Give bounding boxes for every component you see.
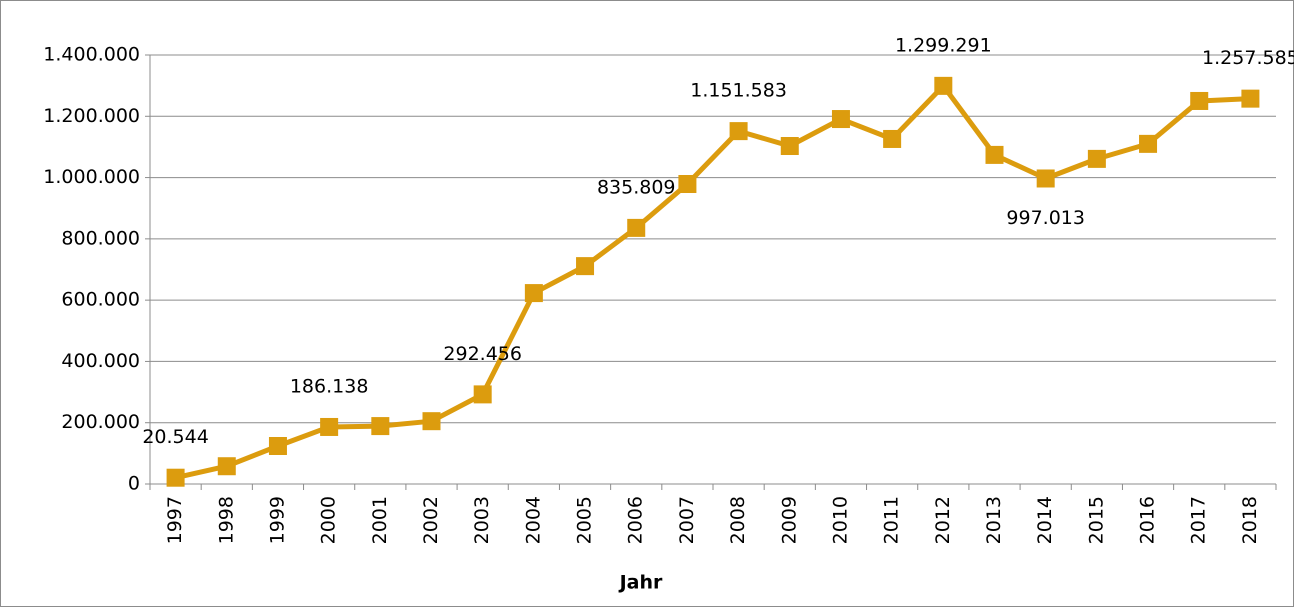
x-tick-label: 2008 bbox=[727, 496, 749, 544]
x-tick-label: 1998 bbox=[215, 496, 237, 544]
data-label: 1.151.583 bbox=[690, 80, 787, 102]
data-label: 835.809 bbox=[597, 176, 676, 198]
y-tick-label: 600.000 bbox=[61, 289, 140, 311]
x-tick-label: 2014 bbox=[1034, 496, 1056, 544]
x-tick-label: 2003 bbox=[471, 496, 493, 544]
marker bbox=[422, 412, 441, 431]
marker bbox=[576, 257, 595, 276]
y-tick-label: 1.400.000 bbox=[43, 44, 140, 66]
data-label: 997.013 bbox=[1006, 207, 1085, 229]
x-tick-label: 2011 bbox=[881, 496, 903, 544]
data-label: 1.257.585 bbox=[1202, 47, 1294, 69]
marker bbox=[320, 417, 339, 436]
x-tick-label: 2006 bbox=[625, 496, 647, 544]
x-tick-label: 2010 bbox=[829, 496, 851, 544]
x-axis-title: Jahr bbox=[618, 572, 663, 594]
line bbox=[175, 83, 1251, 481]
marker bbox=[1190, 91, 1209, 110]
x-tick-label: 2001 bbox=[369, 496, 391, 544]
marker bbox=[268, 437, 287, 456]
marker bbox=[883, 129, 902, 148]
marker bbox=[831, 110, 850, 129]
x-tick-label: 2000 bbox=[318, 496, 340, 544]
marker bbox=[1036, 169, 1055, 188]
x-tick-label: 2015 bbox=[1085, 496, 1107, 544]
x-tick-label: 2012 bbox=[932, 496, 954, 544]
x-tick-label: 2009 bbox=[778, 496, 800, 544]
x-tick-label: 1997 bbox=[164, 496, 186, 544]
marker bbox=[524, 284, 543, 303]
marker bbox=[166, 468, 185, 487]
data-label: 20.544 bbox=[142, 426, 208, 448]
marker bbox=[1241, 89, 1260, 108]
marker bbox=[1087, 149, 1106, 168]
marker bbox=[985, 145, 1004, 164]
marker bbox=[473, 385, 492, 404]
y-tick-label: 800.000 bbox=[61, 227, 140, 249]
data-label: 292.456 bbox=[443, 343, 522, 365]
marker bbox=[780, 137, 799, 156]
x-tick-label: 2013 bbox=[983, 496, 1005, 544]
marker bbox=[1139, 134, 1158, 153]
x-tick-label: 2018 bbox=[1239, 496, 1261, 544]
x-tick-label: 2016 bbox=[1137, 496, 1159, 544]
marker bbox=[934, 76, 953, 95]
marker bbox=[627, 218, 646, 237]
x-tick-label: 2017 bbox=[1188, 496, 1210, 544]
y-tick-label: 1.000.000 bbox=[43, 166, 140, 188]
x-tick-label: 2007 bbox=[676, 496, 698, 544]
x-tick-label: 2005 bbox=[574, 496, 596, 544]
marker bbox=[729, 122, 748, 141]
data-label: 186.138 bbox=[290, 375, 369, 397]
x-tick-label: 2004 bbox=[522, 496, 544, 544]
x-tick-label: 2002 bbox=[420, 496, 442, 544]
y-tick-label: 200.000 bbox=[61, 411, 140, 433]
marker bbox=[371, 417, 390, 436]
marker bbox=[678, 175, 697, 194]
x-tick-label: 1999 bbox=[266, 496, 288, 544]
marker bbox=[217, 457, 236, 476]
data-label: 1.299.291 bbox=[895, 34, 992, 56]
y-tick-label: 400.000 bbox=[61, 350, 140, 372]
y-tick-label: 0 bbox=[128, 473, 140, 495]
y-tick-label: 1.200.000 bbox=[43, 105, 140, 127]
